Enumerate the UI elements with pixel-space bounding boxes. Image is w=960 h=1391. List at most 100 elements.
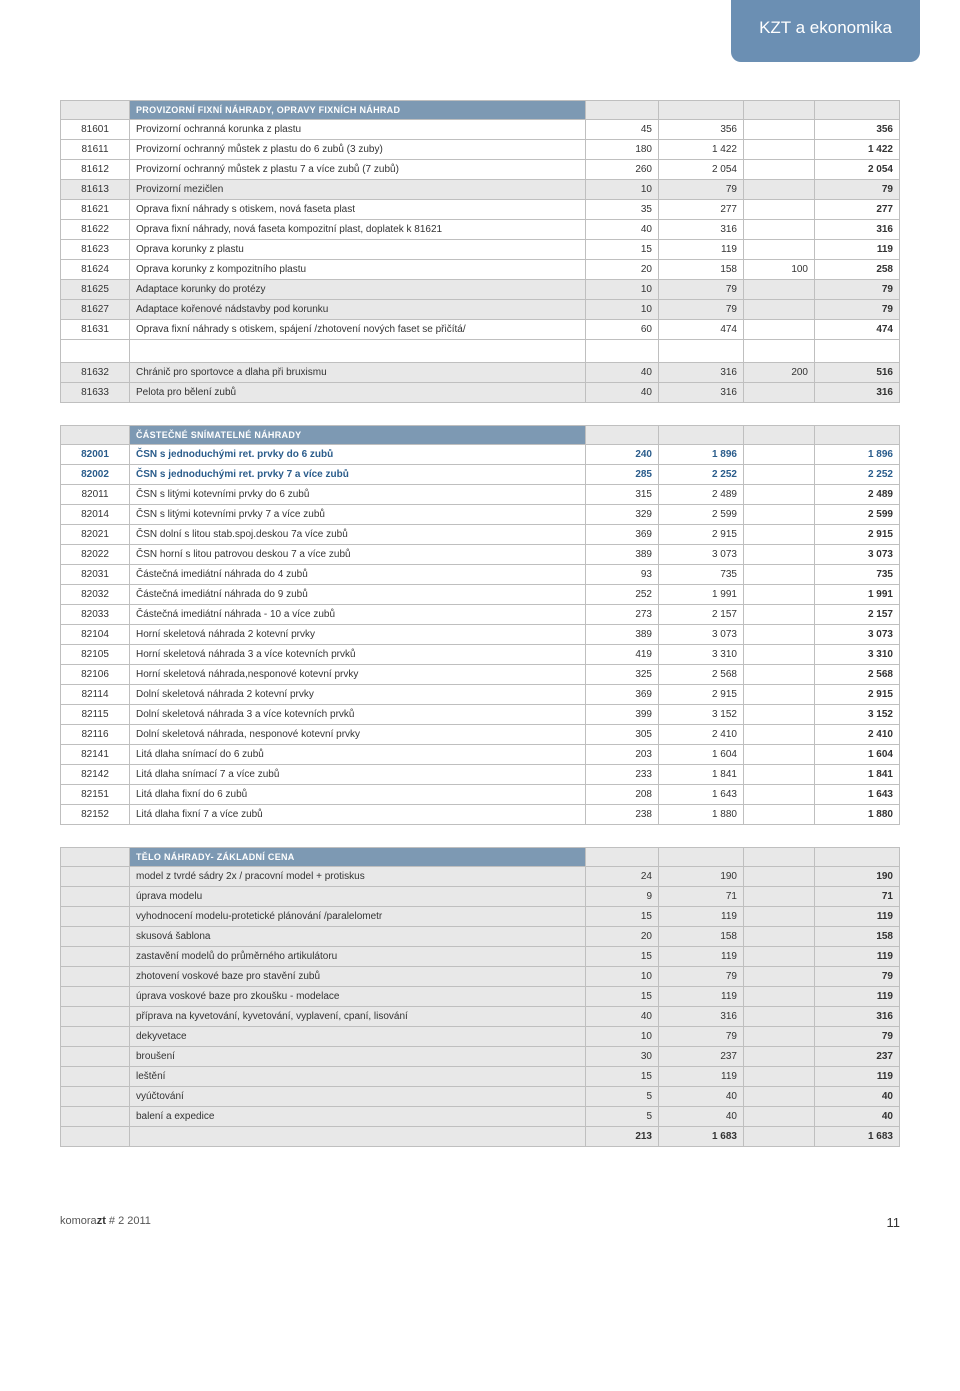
cell-total: 119 <box>815 987 900 1007</box>
cell-c2: 1 643 <box>659 785 744 805</box>
cell-c2: 190 <box>659 867 744 887</box>
cell-code: 81601 <box>61 120 130 140</box>
cell-code: 82116 <box>61 725 130 745</box>
cell-total: 1 604 <box>815 745 900 765</box>
cell-c3 <box>744 1067 815 1087</box>
section-tab: KZT a ekonomika <box>731 0 920 62</box>
cell-c2: 316 <box>659 363 744 383</box>
cell-total: 316 <box>815 383 900 403</box>
cell-desc: Adaptace korunky do protézy <box>130 280 586 300</box>
cell-code: 82141 <box>61 745 130 765</box>
cell-code <box>61 1067 130 1087</box>
cell-c1: 15 <box>586 907 659 927</box>
cell-total: 3 310 <box>815 645 900 665</box>
cell-total: 119 <box>815 947 900 967</box>
table2-hdr-blank-c1 <box>586 426 659 445</box>
cell-total: 3 073 <box>815 625 900 645</box>
cell-c1: 203 <box>586 745 659 765</box>
cell-code: 81631 <box>61 320 130 340</box>
cell-c3 <box>744 987 815 1007</box>
cell-code: 82022 <box>61 545 130 565</box>
cell-c2: 316 <box>659 1007 744 1027</box>
cell-c3 <box>744 120 815 140</box>
table2-hdr-blank-c2 <box>659 426 744 445</box>
cell-code: 81622 <box>61 220 130 240</box>
table3-header: TĚLO NÁHRADY- ZÁKLADNÍ CENA <box>130 848 586 867</box>
cell-total: 71 <box>815 887 900 907</box>
cell-desc: Provizorní ochranný můstek z plastu 7 a … <box>130 160 586 180</box>
cell-c3 <box>744 1107 815 1127</box>
cell-desc: Provizorní ochranná korunka z plastu <box>130 120 586 140</box>
cell-code <box>61 887 130 907</box>
cell-c3 <box>744 665 815 685</box>
cell-c3 <box>744 927 815 947</box>
table3-total-c1: 213 <box>586 1127 659 1147</box>
cell-desc: úprava voskové baze pro zkoušku - modela… <box>130 987 586 1007</box>
cell-code: 81632 <box>61 363 130 383</box>
cell-c2: 40 <box>659 1087 744 1107</box>
cell-desc: vyúčtování <box>130 1087 586 1107</box>
cell-c2: 237 <box>659 1047 744 1067</box>
cell-code: 81623 <box>61 240 130 260</box>
cell-c1: 20 <box>586 260 659 280</box>
cell-c3 <box>744 685 815 705</box>
cell-c2: 2 410 <box>659 725 744 745</box>
cell-code: 82142 <box>61 765 130 785</box>
cell-code: 82011 <box>61 485 130 505</box>
cell-code: 81621 <box>61 200 130 220</box>
cell-c2: 2 599 <box>659 505 744 525</box>
page-footer: komorazt # 2 2011 11 <box>0 1209 960 1250</box>
cell-c1: 389 <box>586 625 659 645</box>
cell-desc: Částečná imediátní náhrada do 9 zubů <box>130 585 586 605</box>
cell-total: 2 915 <box>815 685 900 705</box>
cell-code: 82033 <box>61 605 130 625</box>
cell-total: 2 915 <box>815 525 900 545</box>
cell-code: 82014 <box>61 505 130 525</box>
cell-c2: 40 <box>659 1107 744 1127</box>
cell-c3 <box>744 525 815 545</box>
cell-code <box>61 947 130 967</box>
cell-desc: ČSN s jednoduchými ret. prvky 7 a více z… <box>130 465 586 485</box>
cell-desc: Litá dlaha snímací do 6 zubů <box>130 745 586 765</box>
cell-c3 <box>744 645 815 665</box>
footer-left: komorazt # 2 2011 <box>60 1215 151 1230</box>
cell-total: 237 <box>815 1047 900 1067</box>
cell-desc: Dolní skeletová náhrada 2 kotevní prvky <box>130 685 586 705</box>
cell-c2: 158 <box>659 260 744 280</box>
cell-total: 119 <box>815 1067 900 1087</box>
cell-c2: 3 310 <box>659 645 744 665</box>
cell-c3 <box>744 140 815 160</box>
cell-c1: 15 <box>586 1067 659 1087</box>
cell-c3 <box>744 605 815 625</box>
cell-c2: 119 <box>659 240 744 260</box>
cell-desc: Oprava fixní náhrady, nová faseta kompoz… <box>130 220 586 240</box>
cell-total: 1 896 <box>815 445 900 465</box>
footer-left-prefix: komora <box>60 1215 97 1227</box>
cell-c2: 119 <box>659 1067 744 1087</box>
cell-c1: 10 <box>586 280 659 300</box>
cell-c1: 389 <box>586 545 659 565</box>
cell-c2: 1 880 <box>659 805 744 825</box>
cell-code <box>61 927 130 947</box>
cell-c1: 15 <box>586 987 659 1007</box>
cell-desc: Horní skeletová náhrada,nesponové kotevn… <box>130 665 586 685</box>
cell-desc: Oprava korunky z plastu <box>130 240 586 260</box>
cell-c3 <box>744 465 815 485</box>
cell-desc: leštění <box>130 1067 586 1087</box>
cell-c1: 419 <box>586 645 659 665</box>
cell-total: 79 <box>815 1027 900 1047</box>
cell-desc: ČSN s litými kotevními prvky do 6 zubů <box>130 485 586 505</box>
cell-code: 82021 <box>61 525 130 545</box>
cell-c3 <box>744 1047 815 1067</box>
table3-hdr-blank-c1 <box>586 848 659 867</box>
cell-total: 1 422 <box>815 140 900 160</box>
cell-desc: příprava na kyvetování, kyvetování, vypl… <box>130 1007 586 1027</box>
cell-desc: ČSN s litými kotevními prvky 7 a více zu… <box>130 505 586 525</box>
cell-c1: 35 <box>586 200 659 220</box>
cell-c1: 399 <box>586 705 659 725</box>
cell-desc: zhotovení voskové baze pro stavění zubů <box>130 967 586 987</box>
cell-desc: Adaptace kořenové nádstavby pod korunku <box>130 300 586 320</box>
cell-c3 <box>744 445 815 465</box>
cell-desc: Horní skeletová náhrada 3 a více kotevní… <box>130 645 586 665</box>
cell-c3 <box>744 320 815 340</box>
